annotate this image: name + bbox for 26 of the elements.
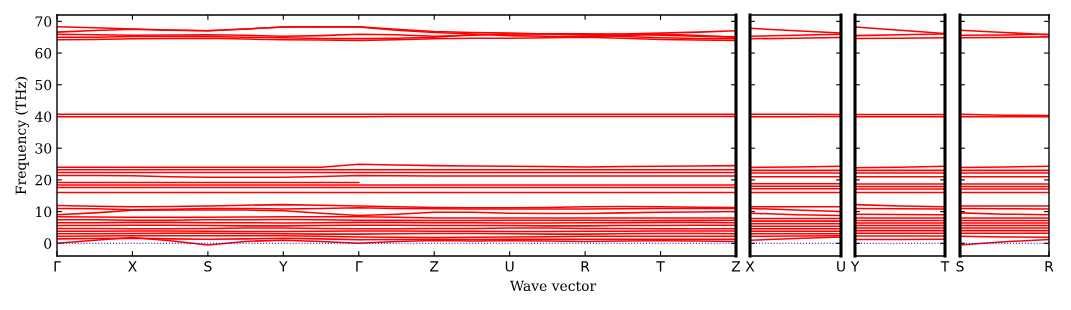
x-tick-label: T	[940, 261, 950, 272]
x-tick-label: R	[581, 261, 590, 272]
x-tick-label: Y	[279, 261, 288, 272]
x-tick-label: U	[837, 261, 845, 272]
x-tick-label: S	[204, 261, 212, 272]
y-tick-label: 20	[35, 174, 52, 186]
y-tick-label: 70	[35, 16, 52, 27]
x-tick-label: S	[956, 261, 964, 272]
x-tick-label: Γ	[356, 261, 363, 272]
y-tick-label: 0	[44, 238, 52, 249]
x-axis-title: Wave vector	[509, 280, 597, 292]
y-tick-label: 40	[34, 111, 52, 122]
x-tick-label: X	[745, 261, 755, 272]
x-tick-label: Y	[850, 261, 860, 272]
x-tick-label: X	[128, 261, 137, 272]
y-axis-title: Frequency (THz)	[15, 77, 29, 195]
y-tick-label: 10	[36, 206, 52, 218]
x-tick-label: Z	[731, 261, 741, 272]
x-tick-label: U	[505, 261, 514, 272]
x-tick-label: R	[1045, 261, 1054, 272]
x-tick-label: T	[656, 261, 665, 272]
y-tick-label: 50	[35, 79, 52, 91]
x-tick-label: Γ	[54, 261, 61, 272]
x-tick-label: Z	[430, 261, 439, 272]
y-tick-label: 30	[35, 143, 52, 154]
y-tick-label: 60	[35, 48, 52, 59]
